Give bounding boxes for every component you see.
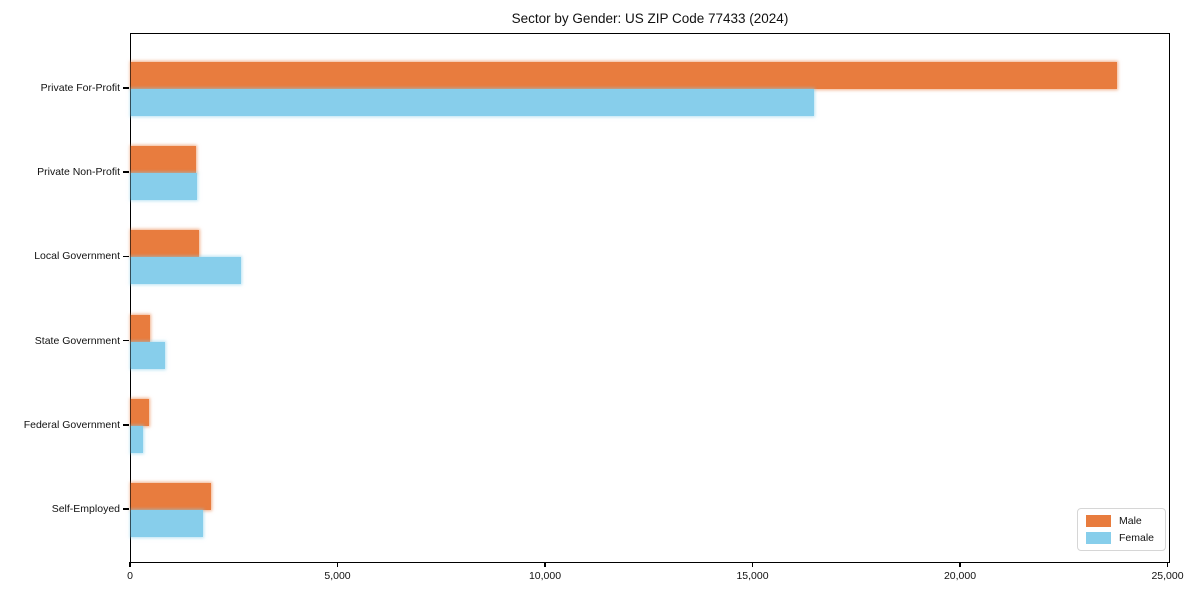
y-tick-mark [123, 339, 129, 342]
legend-item-male: Male [1086, 515, 1154, 527]
x-tick-mark [751, 562, 754, 567]
y-tick-label: Self-Employed [51, 503, 120, 515]
plot-area [130, 33, 1170, 563]
legend-item-female: Female [1086, 532, 1154, 544]
bar-male-0 [131, 62, 1117, 89]
y-tick-mark [123, 508, 129, 510]
bar-male-1 [131, 146, 197, 174]
x-tick-label: 15,000 [736, 570, 769, 582]
x-tick-label: 10,000 [528, 570, 562, 582]
bar-female-0 [131, 89, 815, 116]
legend-swatch-female [1086, 532, 1111, 544]
y-tick-mark [123, 171, 129, 173]
bar-male-4 [131, 398, 150, 426]
x-tick-mark [544, 562, 546, 567]
bar-female-1 [131, 173, 198, 201]
bar-female-2 [131, 257, 242, 285]
chart-title: Sector by Gender: US ZIP Code 77433 (202… [511, 11, 789, 26]
bar-male-3 [131, 314, 151, 342]
y-tick-mark [123, 255, 129, 258]
x-tick-label: 5,000 [324, 570, 351, 582]
legend: Male Female [1077, 508, 1167, 551]
x-tick-label: 0 [127, 570, 133, 582]
x-tick-mark [336, 562, 339, 567]
y-tick-mark [123, 424, 129, 426]
y-tick-label: Local Government [34, 250, 120, 263]
bar-male-5 [131, 483, 212, 510]
y-tick-label: Federal Government [23, 418, 120, 431]
legend-label-female: Female [1119, 532, 1155, 544]
x-tick-label: 20,000 [943, 570, 977, 582]
y-tick-label: Private For-Profit [40, 82, 120, 94]
y-tick-label: State Government [34, 334, 120, 347]
bar-female-5 [131, 510, 204, 537]
bar-female-4 [131, 425, 143, 453]
y-tick-label: Private Non-Profit [37, 166, 120, 179]
y-tick-mark [123, 87, 129, 89]
x-tick-mark [1166, 562, 1169, 567]
bar-female-3 [131, 341, 166, 369]
legend-label-male: Male [1119, 515, 1142, 527]
x-tick-label: 25,000 [1151, 570, 1184, 582]
x-tick-mark [129, 562, 131, 567]
bar-male-2 [131, 230, 200, 258]
x-tick-mark [959, 562, 961, 567]
legend-swatch-male [1086, 515, 1111, 527]
